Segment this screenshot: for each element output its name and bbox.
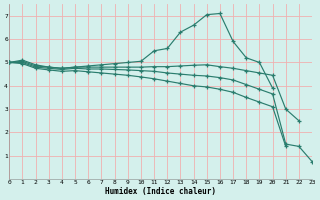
X-axis label: Humidex (Indice chaleur): Humidex (Indice chaleur)	[105, 187, 216, 196]
